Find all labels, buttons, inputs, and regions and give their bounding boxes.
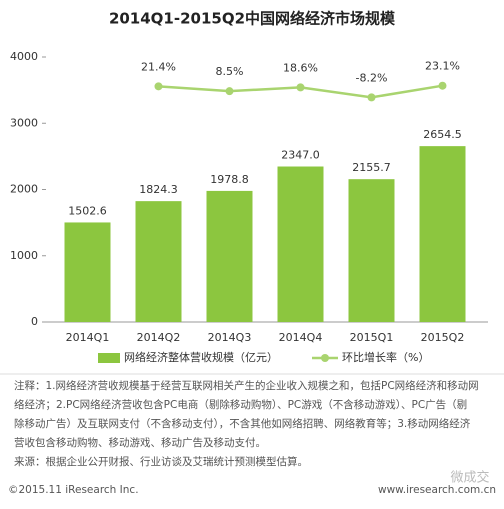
bar-label: 1978.8 bbox=[210, 173, 249, 186]
legend-swatch bbox=[321, 354, 329, 362]
legend-swatch bbox=[98, 353, 120, 363]
line-label: 23.1% bbox=[425, 60, 460, 73]
note: 除移动广告）及互联网支付（不含移动支付），不含其他如网络招聘、网络教育等；3.移… bbox=[14, 417, 471, 430]
y-tick-label: 0 bbox=[31, 315, 38, 328]
x-tick-label: 2014Q3 bbox=[208, 331, 252, 344]
y-tick-label: 1000 bbox=[10, 249, 38, 262]
note: 络经济；2.PC网络经济营收包含PC电商（剔除移动购物）、PC游戏（不含移动游戏… bbox=[14, 398, 467, 411]
bar bbox=[206, 190, 253, 322]
bar bbox=[419, 146, 466, 322]
bar-label: 2654.5 bbox=[423, 128, 462, 141]
bar-label: 1824.3 bbox=[139, 183, 178, 196]
bar bbox=[277, 166, 324, 322]
bar-label: 1502.6 bbox=[68, 204, 107, 217]
copyright: ©2015.11 iResearch Inc. bbox=[8, 484, 139, 496]
bar bbox=[348, 179, 395, 322]
x-tick-label: 2014Q1 bbox=[66, 331, 110, 344]
y-tick-label: 2000 bbox=[10, 183, 38, 196]
line-marker bbox=[225, 87, 234, 96]
watermark: 微成交 bbox=[450, 470, 489, 486]
line-label: 21.4% bbox=[141, 60, 176, 73]
bar bbox=[64, 222, 111, 322]
bar-label: 2347.0 bbox=[281, 149, 320, 162]
legend-label: 环比增长率（%） bbox=[342, 350, 429, 364]
website: www.iresearch.com.cn bbox=[378, 484, 496, 496]
x-tick-label: 2014Q4 bbox=[279, 331, 323, 344]
line-marker bbox=[438, 81, 447, 90]
chart-title: 2014Q1-2015Q2中国网络经济市场规模 bbox=[109, 10, 396, 28]
note: 来源：根据企业公开财报、行业访谈及艾瑞统计预测模型估算。 bbox=[14, 455, 308, 468]
line-label: 8.5% bbox=[216, 65, 244, 78]
x-tick-label: 2015Q1 bbox=[350, 331, 394, 344]
note: 注释：1.网络经济营收规模基于经营互联网相关产生的企业收入规模之和，包括PC网络… bbox=[14, 379, 479, 392]
line-marker bbox=[296, 83, 305, 92]
line-marker bbox=[154, 82, 163, 91]
x-tick-label: 2014Q2 bbox=[137, 331, 181, 344]
line-label: 18.6% bbox=[283, 61, 318, 74]
line-marker bbox=[367, 93, 376, 102]
line-label: -8.2% bbox=[356, 71, 388, 84]
y-tick-label: 3000 bbox=[10, 116, 38, 129]
note: 营收包含移动购物、移动游戏、移动广告及移动支付。 bbox=[14, 436, 266, 449]
x-tick-label: 2015Q2 bbox=[421, 331, 465, 344]
bar bbox=[135, 201, 182, 322]
legend-label: 网络经济整体营收规模（亿元） bbox=[124, 350, 278, 364]
y-tick-label: 4000 bbox=[10, 50, 38, 63]
bar-label: 2155.7 bbox=[352, 161, 391, 174]
